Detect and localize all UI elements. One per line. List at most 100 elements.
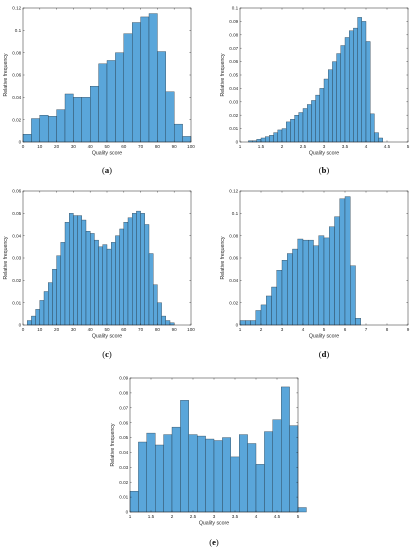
histogram-bar: [165, 320, 171, 326]
histogram-bar: [144, 224, 150, 326]
histogram-bar: [163, 434, 173, 513]
histogram-bar: [115, 235, 120, 326]
histogram-bar: [157, 51, 166, 143]
histogram-bar: [328, 69, 333, 143]
y-tick-label: 0.04: [12, 95, 21, 100]
x-tick-label: 2: [260, 327, 263, 332]
histogram-bar: [294, 115, 299, 143]
histogram-bar: [269, 135, 274, 143]
histogram-bar: [39, 115, 49, 143]
histogram-bar: [281, 260, 288, 326]
histogram-bar: [365, 41, 371, 143]
x-tick-label: 3: [323, 144, 326, 149]
histogram-bar: [90, 85, 99, 143]
histogram-bar: [302, 108, 308, 143]
histogram-bar: [239, 320, 246, 326]
histogram-bar: [136, 210, 141, 326]
histogram-bar: [31, 315, 36, 326]
histogram-bar: [39, 300, 45, 326]
histogram-bar: [69, 213, 74, 326]
histogram-bar: [205, 438, 215, 513]
histogram-bar: [188, 434, 198, 513]
y-tick-label: 0.09: [119, 376, 128, 381]
x-tick-label: 3: [281, 327, 284, 332]
panel-label: (b): [319, 165, 330, 175]
y-tick-label: 0.02: [229, 113, 238, 118]
panel-label-letter: c: [105, 349, 109, 359]
histogram-bar: [48, 282, 53, 326]
histogram-bar: [148, 253, 154, 326]
x-tick-label: 90: [172, 144, 178, 149]
histogram-bar: [60, 242, 66, 326]
y-tick-label: 0.08: [229, 233, 238, 238]
histogram-bar: [106, 60, 116, 143]
y-tick-label: 0.02: [12, 278, 21, 283]
x-tick-label: 80: [155, 144, 161, 149]
y-tick-label: 0.08: [119, 390, 128, 395]
x-tick-label: 5: [297, 514, 300, 519]
x-tick-label: 100: [187, 327, 195, 332]
x-tick-label: 6: [344, 327, 347, 332]
histogram-bar: [48, 116, 57, 143]
histogram-bar: [102, 244, 108, 326]
y-tick-label: 0.07: [229, 46, 238, 51]
x-tick-label: 3: [213, 514, 216, 519]
y-tick-label: 0.08: [229, 32, 238, 37]
panel-label: (e): [209, 537, 219, 547]
histogram-bar: [319, 88, 325, 143]
histogram-bar: [129, 490, 139, 513]
histogram-bar: [311, 100, 316, 143]
x-axis-label: Quality score: [309, 151, 339, 157]
histogram-bar: [349, 30, 354, 143]
histogram-bar: [132, 22, 141, 143]
histogram-bar: [132, 213, 137, 326]
x-tick-label: 9: [407, 327, 410, 332]
chart-panel-e: 1 1.5 2 2.5 3 3.5 4 4.5 5 0 0.01 0.02 0.03 0.04 0.05 0.…: [110, 376, 307, 547]
y-tick-label: 0.01: [229, 126, 238, 131]
y-tick-label: 0.1: [15, 28, 22, 33]
chart-panel-a: 0 10 20 30 40 50 60 70 80 90 100 0 0.02 0.04 0.06 0.08 0…: [3, 6, 195, 175]
x-tick-label: 100: [187, 144, 195, 149]
histogram-bar: [180, 400, 189, 513]
x-tick-label: 4: [302, 327, 305, 332]
histogram-bar: [98, 63, 108, 143]
histogram-bar: [357, 17, 362, 143]
y-tick-label: 0.08: [12, 50, 21, 55]
y-tick-label: 0.02: [119, 480, 128, 485]
panel-label: (c): [102, 349, 112, 359]
histogram-bar: [260, 137, 266, 143]
x-tick-label: 1: [239, 144, 242, 149]
y-tick-label: 0.12: [12, 6, 21, 11]
histogram-bar: [43, 291, 49, 326]
histogram-bar: [73, 215, 78, 326]
x-tick-label: 70: [138, 327, 144, 332]
y-tick-label: 0.06: [229, 59, 238, 64]
histogram-bar: [370, 113, 375, 143]
y-tick-label: 0.03: [229, 99, 238, 104]
y-tick-label: 0.06: [12, 73, 21, 78]
histogram-bar: [123, 33, 133, 143]
x-tick-label: 10: [37, 327, 43, 332]
panel-label-letter: e: [212, 537, 216, 547]
histogram-bar: [213, 440, 223, 513]
histogram-bar: [161, 315, 166, 326]
histogram-bar: [350, 265, 356, 326]
x-tick-label: 4.5: [274, 514, 281, 519]
x-tick-label: 10: [37, 144, 43, 149]
x-tick-label: 5: [407, 144, 410, 149]
y-tick-label: 0.05: [119, 435, 128, 440]
histogram-bar: [323, 78, 329, 143]
x-tick-label: 0: [22, 327, 25, 332]
histogram-bar: [250, 320, 256, 326]
histogram-bar: [239, 434, 248, 513]
y-tick-label: 0.1: [232, 6, 239, 11]
histogram-bar: [197, 435, 206, 513]
histogram-bar: [157, 302, 162, 326]
y-tick-label: 0.04: [12, 233, 21, 238]
histogram-bar: [355, 318, 361, 326]
histogram-bar: [281, 386, 290, 513]
y-tick-label: 0.04: [119, 450, 128, 455]
x-tick-label: 40: [88, 327, 94, 332]
histogram-bar: [77, 215, 82, 326]
histogram-bar: [374, 132, 379, 143]
